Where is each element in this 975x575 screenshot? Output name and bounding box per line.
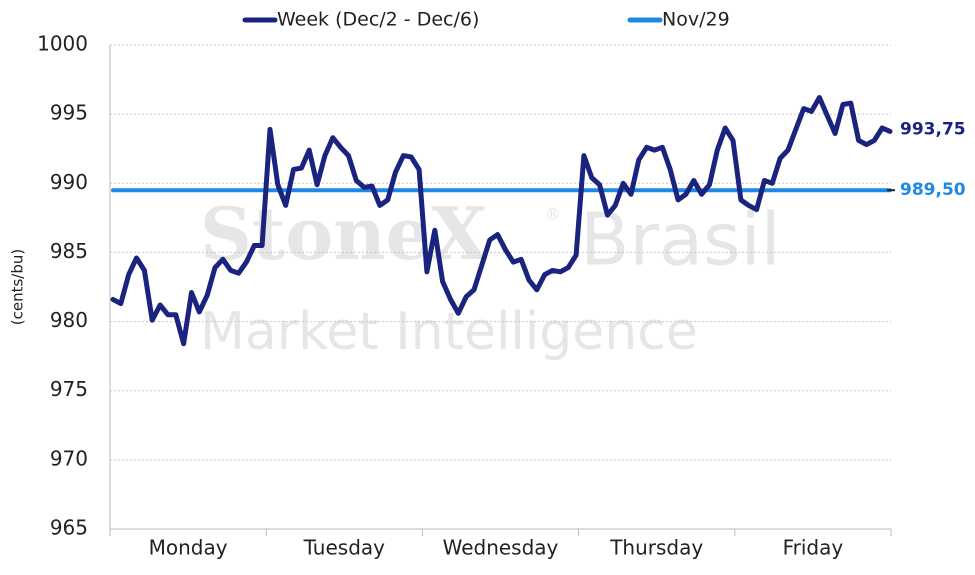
end-label: 993,75 [900, 119, 966, 139]
y-tick-label: 1000 [37, 32, 88, 56]
y-tick-label: 970 [50, 446, 88, 470]
y-tick-label: 975 [50, 377, 88, 401]
x-tick-label: Thursday [609, 536, 703, 560]
y-tick-label: 980 [50, 308, 88, 332]
legend-label: Nov/29 [662, 9, 730, 31]
end-label: 989,50 [900, 180, 966, 200]
watermark: StoneX ® Brasil Market Intelligence [200, 191, 781, 362]
series-line [110, 95, 893, 347]
y-tick-label: 965 [50, 516, 88, 540]
x-tick-label: Tuesday [303, 536, 386, 560]
y-tick-label: 990 [50, 170, 88, 194]
y-tick-label: 985 [50, 239, 88, 263]
x-tick-label: Wednesday [443, 536, 559, 560]
watermark-tagline: Market Intelligence [200, 302, 698, 362]
watermark-mark: ® [545, 205, 561, 224]
legend-label: Week (Dec/2 - Dec/6) [277, 9, 479, 31]
x-tick-label: Friday [783, 536, 844, 560]
y-tick-label: 995 [50, 101, 88, 125]
x-tick-label: Monday [149, 536, 228, 560]
y-axis-label: (cents/bu) [9, 249, 27, 325]
